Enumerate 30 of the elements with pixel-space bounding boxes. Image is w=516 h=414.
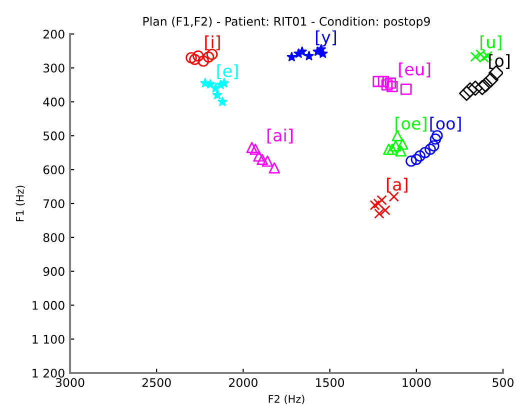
x-tick-label: 2000 [229,378,258,387]
y-tick-label: 1 000 [32,300,64,310]
x-tick-label: 1000 [402,378,431,387]
series-label: [i] [205,35,220,50]
chart-title: Plan (F1,F2) - Patient: RIT01 - Condition: postop9 [143,16,430,28]
y-tick-label: 400 [43,98,64,106]
series-label: [eu] [399,62,430,78]
series-label: [oo] [430,116,461,132]
y-tick-label: 600 [43,165,64,174]
series-label: [o] [489,54,510,69]
y-tick-label: 500 [44,131,64,140]
series-label: [ai] [267,128,292,144]
y-tick-label: 200 [43,30,64,39]
x-axis-title: F2 (Hz) [268,394,304,404]
series-label: [u] [480,35,502,50]
y-tick-label: 900 [43,267,64,276]
series-label: [e] [217,64,238,80]
y-tick-label: 800 [43,233,64,242]
x-tick-label: 3000 [56,378,84,387]
series-label: [a] [386,178,408,193]
y-tick-label: 1 200 [32,368,64,378]
x-tick-label: 2500 [142,378,171,387]
y-axis-title: F1 (Hz) [16,186,25,222]
y-tick-label: 700 [44,199,64,208]
x-tick-label: 1500 [316,378,344,387]
y-tick-label: 300 [44,64,64,73]
series-label: [y] [316,30,336,46]
x-tick-label: 500 [492,378,514,387]
series-label: [oe] [396,116,426,132]
y-tick-label: 1 100 [32,334,64,344]
